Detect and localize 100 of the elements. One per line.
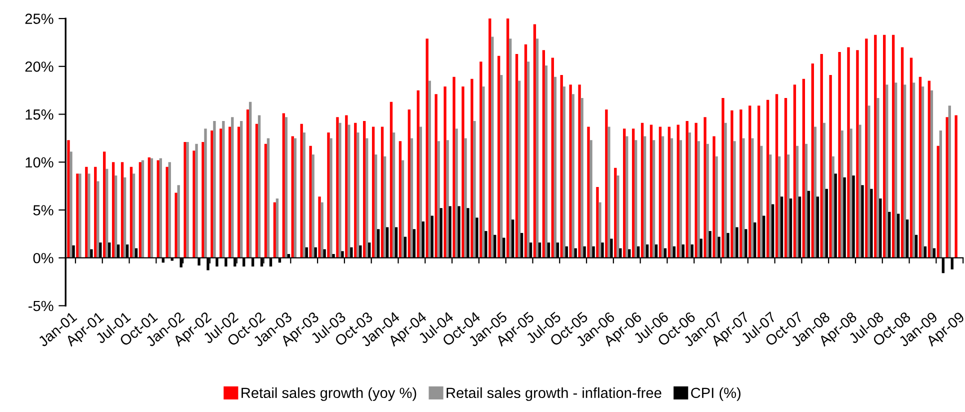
bar [123, 177, 126, 258]
bar [838, 52, 841, 258]
bar [704, 117, 706, 258]
bar [408, 109, 411, 258]
bar [446, 140, 449, 258]
bar [416, 90, 420, 258]
bar [348, 124, 350, 258]
bar [688, 132, 691, 258]
bar [616, 176, 620, 258]
bar [383, 156, 386, 258]
bar [946, 117, 948, 258]
bar [614, 168, 617, 258]
bar [910, 58, 913, 258]
bar [120, 162, 124, 258]
bar [715, 156, 718, 258]
bar [766, 100, 770, 258]
bar [130, 166, 133, 258]
bar [103, 152, 106, 258]
y-tick-label: 15% [26, 109, 54, 120]
bar [730, 110, 734, 258]
bar [508, 38, 512, 258]
bar [804, 144, 808, 258]
bar [106, 168, 108, 258]
bar [246, 109, 250, 258]
bar [114, 176, 118, 258]
bar [330, 138, 332, 258]
bar [318, 196, 321, 258]
bar [930, 90, 934, 258]
bar [814, 126, 816, 258]
bar [491, 36, 494, 258]
bar [480, 62, 482, 258]
bar [912, 82, 916, 258]
bar [587, 126, 590, 258]
bar [608, 126, 610, 258]
bar [380, 126, 384, 258]
bar [858, 124, 862, 258]
bar [374, 154, 378, 258]
bar [533, 24, 536, 258]
bar [632, 128, 635, 258]
bar [363, 120, 366, 258]
bar [572, 94, 574, 258]
y-tick-label: 10% [26, 157, 54, 168]
bar [228, 126, 232, 258]
legend-label: Retail sales growth - inflation-free [446, 387, 662, 401]
bar [345, 115, 348, 258]
bar [865, 38, 868, 258]
bar [740, 109, 742, 258]
bar [868, 106, 870, 258]
bar [670, 138, 674, 258]
bar [623, 128, 626, 258]
bar [401, 160, 404, 258]
bar [67, 140, 70, 258]
bar [751, 138, 754, 258]
bar [640, 122, 644, 258]
bar [266, 138, 270, 258]
bar [742, 138, 745, 258]
bar [948, 106, 951, 258]
bar [775, 94, 778, 258]
legend-label: Retail sales growth (yoy %) [242, 387, 416, 401]
bar [419, 126, 422, 258]
bar [892, 34, 895, 258]
bar [894, 82, 898, 258]
bar [141, 160, 144, 258]
bar [733, 141, 736, 258]
bar [536, 38, 539, 258]
bar [213, 120, 216, 258]
bar [554, 76, 556, 258]
bar [302, 132, 306, 258]
bar [150, 158, 154, 258]
bar [336, 117, 339, 258]
bar [661, 136, 664, 258]
bar [264, 144, 268, 258]
bar [148, 157, 151, 258]
bar [634, 140, 638, 258]
bar [822, 122, 826, 258]
bar [856, 50, 859, 258]
bar [874, 34, 877, 258]
bar [876, 98, 880, 258]
bar [518, 80, 521, 258]
bar [562, 86, 566, 258]
bar [88, 174, 90, 258]
bar [312, 154, 314, 258]
bar [921, 86, 924, 258]
bar [515, 54, 518, 258]
bar [94, 166, 97, 258]
bar [455, 128, 458, 258]
bar [524, 44, 528, 258]
bar [222, 120, 225, 258]
bar [240, 120, 243, 258]
bar [320, 202, 324, 258]
bar [426, 38, 428, 258]
bar [526, 62, 530, 258]
bar [760, 146, 763, 258]
bar [605, 109, 608, 258]
bar [793, 84, 796, 258]
bar [166, 166, 168, 258]
bar [569, 84, 572, 258]
bar [488, 18, 492, 258]
bar [643, 136, 646, 258]
bar [500, 75, 503, 258]
